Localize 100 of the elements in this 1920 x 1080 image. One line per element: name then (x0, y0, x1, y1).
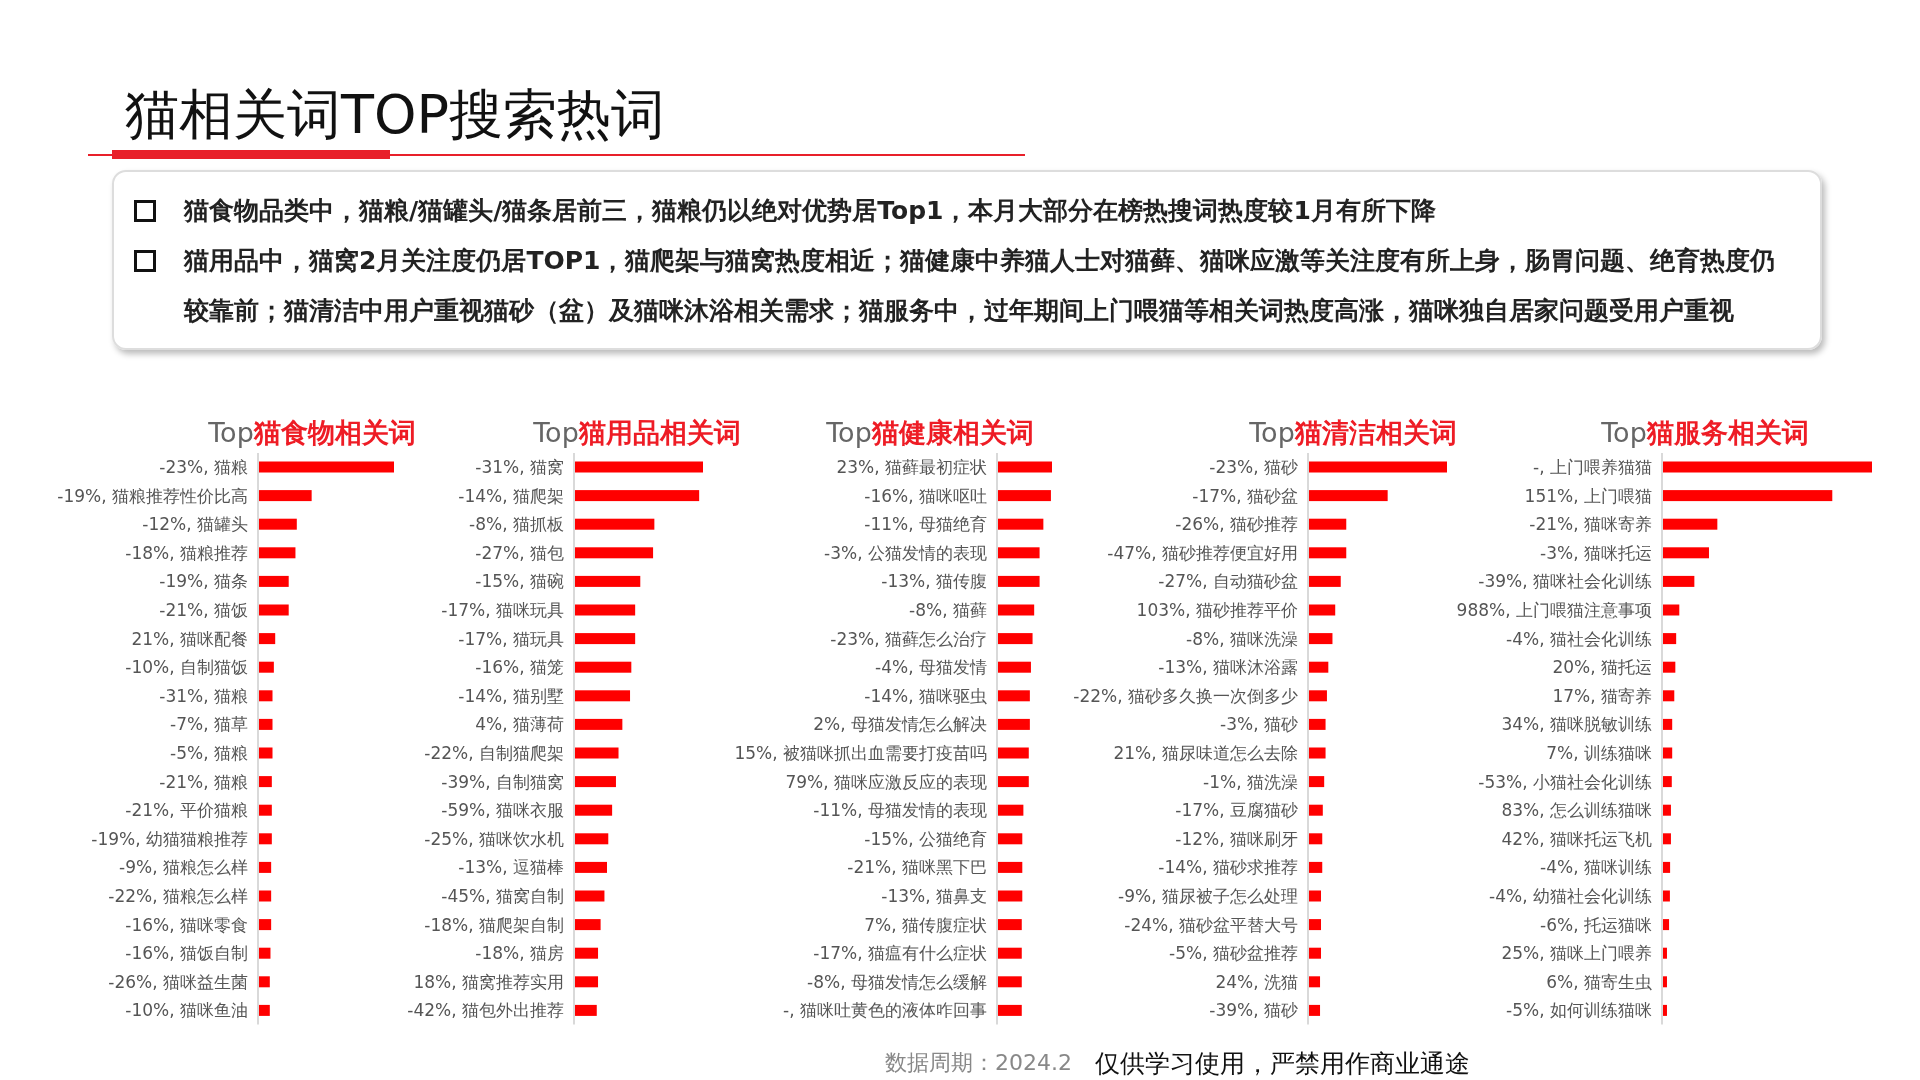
y-tick-label: -23%, 猫砂 (1209, 457, 1298, 477)
y-tick-label: -11%, 母猫绝育 (864, 514, 987, 535)
y-tick-label: -12%, 猫罐头 (142, 514, 248, 535)
y-tick-label: -25%, 猫咪饮水机 (424, 828, 564, 849)
y-tick-label: -53%, 小猫社会化训练 (1478, 771, 1652, 792)
bar (575, 690, 631, 702)
bar (1309, 547, 1347, 559)
bar (1309, 833, 1323, 845)
bar (998, 919, 1022, 931)
bar (259, 490, 312, 502)
y-tick-label: -11%, 母猫发情的表现 (813, 800, 987, 821)
chart-title: Top猫用品相关词 (532, 417, 741, 448)
y-tick-label: 2%, 母猫发情怎么解决 (813, 714, 987, 735)
bar (575, 518, 655, 530)
bar (998, 976, 1022, 988)
y-tick-label: -8%, 猫抓板 (469, 514, 564, 535)
bar (259, 718, 273, 730)
bar (1663, 890, 1670, 902)
bar (259, 518, 297, 530)
bar (575, 804, 613, 816)
y-tick-label: 4%, 猫薄荷 (475, 714, 564, 735)
y-tick-label: -23%, 猫粮 (159, 457, 248, 477)
chart-title: Top猫健康相关词 (825, 417, 1034, 448)
chart-title: Top猫服务相关词 (1600, 417, 1809, 448)
y-tick-label: -27%, 猫包 (475, 542, 564, 563)
bar (1309, 633, 1333, 645)
bar (1663, 747, 1673, 759)
y-tick-label: -12%, 猫咪刷牙 (1175, 828, 1298, 849)
bar (998, 747, 1029, 759)
y-tick-label: -59%, 猫咪衣服 (441, 800, 564, 821)
y-tick-label: 18%, 猫窝推荐实用 (413, 971, 564, 992)
bar (1663, 861, 1671, 873)
bar (998, 718, 1030, 730)
y-tick-label: -18%, 猫房 (475, 943, 564, 964)
bar (998, 804, 1024, 816)
bar (575, 861, 607, 873)
y-tick-label: -39%, 猫砂 (1209, 1000, 1298, 1021)
bar (259, 690, 273, 702)
y-tick-label: -3%, 猫咪托运 (1540, 542, 1652, 563)
bar (1663, 575, 1695, 587)
bar (575, 947, 599, 959)
bar (1309, 776, 1325, 788)
bar (575, 461, 703, 473)
y-tick-label: 151%, 上门喂猫 (1524, 485, 1652, 506)
y-tick-label: -21%, 猫饭 (159, 600, 248, 620)
y-tick-label: 7%, 训练猫咪 (1546, 743, 1652, 763)
text: 数据周期：2024.2 (885, 1050, 1072, 1075)
y-tick-label: -18%, 猫爬架自制 (424, 914, 564, 935)
y-tick-label: 25%, 猫咪上门喂养 (1501, 943, 1652, 964)
bar (998, 833, 1023, 845)
y-tick-label: -17%, 猫玩具 (458, 628, 564, 649)
y-tick-label: 24%, 洗猫 (1215, 971, 1298, 992)
bar (998, 547, 1040, 559)
bar (1309, 890, 1322, 902)
y-tick-label: -8%, 母猫发情怎么缓解 (807, 971, 987, 992)
bar (1663, 947, 1667, 959)
y-tick-label: -26%, 猫砂推荐 (1175, 514, 1298, 535)
bar (575, 833, 609, 845)
y-tick-label: -18%, 猫粮推荐 (125, 542, 248, 563)
y-tick-label: -19%, 猫条 (159, 571, 248, 592)
y-tick-label: -9%, 猫尿被子怎么处理 (1118, 886, 1298, 906)
chart-title: Top猫清洁相关词 (1248, 417, 1457, 448)
y-tick-label: -16%, 猫咪零食 (125, 914, 248, 935)
bar (998, 1004, 1022, 1016)
y-tick-label: 83%, 怎么训练猫咪 (1501, 800, 1652, 821)
y-tick-label: -39%, 猫咪社会化训练 (1478, 571, 1652, 592)
bar (259, 890, 272, 902)
y-tick-label: -22%, 猫粮怎么样 (108, 886, 248, 906)
bar (575, 490, 700, 502)
y-tick-label: 42%, 猫咪托运飞机 (1501, 828, 1652, 849)
bar (1309, 690, 1327, 702)
bar (1663, 547, 1709, 559)
y-tick-label: -16%, 猫饭自制 (125, 943, 248, 964)
y-tick-label: 988%, 上门喂猫注意事项 (1456, 600, 1652, 620)
y-tick-label: 23%, 猫藓最初症状 (836, 457, 987, 477)
bar (998, 575, 1040, 587)
y-tick-label: -4%, 母猫发情 (875, 657, 987, 678)
bar (575, 633, 636, 645)
bar (1663, 1004, 1667, 1016)
bar (1309, 604, 1336, 616)
bar (1663, 776, 1672, 788)
y-tick-label: -31%, 猫窝 (475, 457, 564, 477)
y-tick-label: -13%, 猫咪沐浴露 (1158, 657, 1298, 678)
bar (575, 747, 619, 759)
bar (1663, 461, 1872, 473)
y-tick-label: -13%, 猫鼻支 (881, 886, 987, 906)
y-tick-label: 15%, 被猫咪抓出血需要打疫苗吗 (734, 743, 987, 763)
bar (575, 547, 654, 559)
y-tick-label: -42%, 猫包外出推荐 (407, 1000, 564, 1021)
bar (998, 776, 1029, 788)
bar (1309, 575, 1341, 587)
bar (1663, 518, 1718, 530)
bar (998, 518, 1044, 530)
bar (259, 461, 394, 473)
bar (575, 919, 601, 931)
bar (1309, 661, 1329, 673)
y-tick-label: -21%, 平价猫粮 (125, 800, 248, 821)
bar (1309, 947, 1322, 959)
bar (1309, 718, 1326, 730)
bar (1663, 919, 1670, 931)
